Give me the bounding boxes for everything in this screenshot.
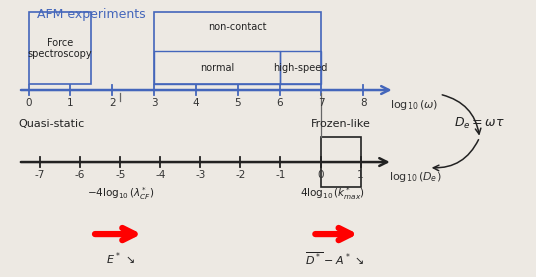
Text: Quasi-static: Quasi-static: [18, 0, 85, 1]
Text: high-speed: high-speed: [273, 63, 327, 73]
Text: 8: 8: [360, 98, 367, 108]
Text: $E^*\,\searrow$: $E^*\,\searrow$: [106, 251, 135, 267]
Text: 3: 3: [151, 98, 158, 108]
Text: -5: -5: [115, 170, 125, 180]
Text: non-contact: non-contact: [209, 22, 267, 32]
Text: 2: 2: [109, 98, 116, 108]
Text: $D_e = \omega\tau$: $D_e = \omega\tau$: [455, 116, 505, 131]
Text: -3: -3: [195, 170, 205, 180]
Text: 1: 1: [67, 98, 74, 108]
Text: 7: 7: [318, 98, 325, 108]
Text: -7: -7: [35, 170, 46, 180]
Text: 1: 1: [358, 170, 364, 180]
Text: -2: -2: [235, 170, 245, 180]
Text: $-4\log_{10}(\lambda^*_{CF})$: $-4\log_{10}(\lambda^*_{CF})$: [87, 186, 154, 202]
Text: 4: 4: [192, 98, 199, 108]
Text: Force
spectroscopy: Force spectroscopy: [28, 38, 92, 59]
Text: -6: -6: [75, 170, 85, 180]
Text: $4\log_{10}(k^*_{max})$: $4\log_{10}(k^*_{max})$: [300, 186, 365, 202]
Text: Quasi-static: Quasi-static: [18, 119, 84, 129]
Text: 0: 0: [25, 98, 32, 108]
Text: $\log_{10}(\omega)$: $\log_{10}(\omega)$: [390, 98, 438, 112]
Text: $\log_{10}(D_e)$: $\log_{10}(D_e)$: [390, 170, 442, 184]
Text: -4: -4: [155, 170, 166, 180]
Text: AFM experiments: AFM experiments: [37, 8, 146, 21]
Text: 6: 6: [276, 98, 283, 108]
Text: $\overline{D^*}-A^*\,\searrow$: $\overline{D^*}-A^*\,\searrow$: [305, 251, 364, 267]
Text: normal: normal: [200, 63, 234, 73]
Text: Frozen-like: Frozen-like: [311, 119, 370, 129]
Text: 5: 5: [234, 98, 241, 108]
Text: -1: -1: [276, 170, 286, 180]
Text: 0: 0: [317, 170, 324, 180]
